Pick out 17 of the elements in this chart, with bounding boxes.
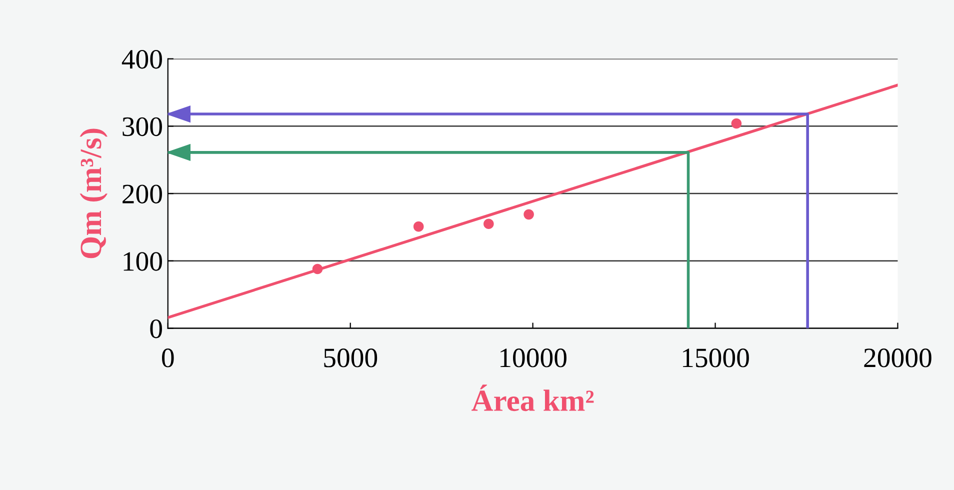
x-axis-title: Área km² [472,384,594,412]
x-tick-label: 10000 [500,348,566,368]
point [524,209,534,220]
x-tick-label: 0 [162,348,174,368]
y-tick-label: 300 [122,117,162,136]
point [413,221,424,232]
point [484,218,494,230]
y-tick-label: 0 [150,319,162,338]
y-tick-label: 200 [122,184,162,204]
point [312,264,323,274]
x-tick-label: 20000 [864,348,932,368]
y-tick-label: 100 [124,252,162,271]
y-tick-label: 400 [122,50,162,69]
y-axis-title: Qm (m³/s) [80,128,108,258]
point [731,118,742,129]
x-tick-label: 5000 [324,348,378,368]
x-tick-label: 15000 [682,348,749,368]
